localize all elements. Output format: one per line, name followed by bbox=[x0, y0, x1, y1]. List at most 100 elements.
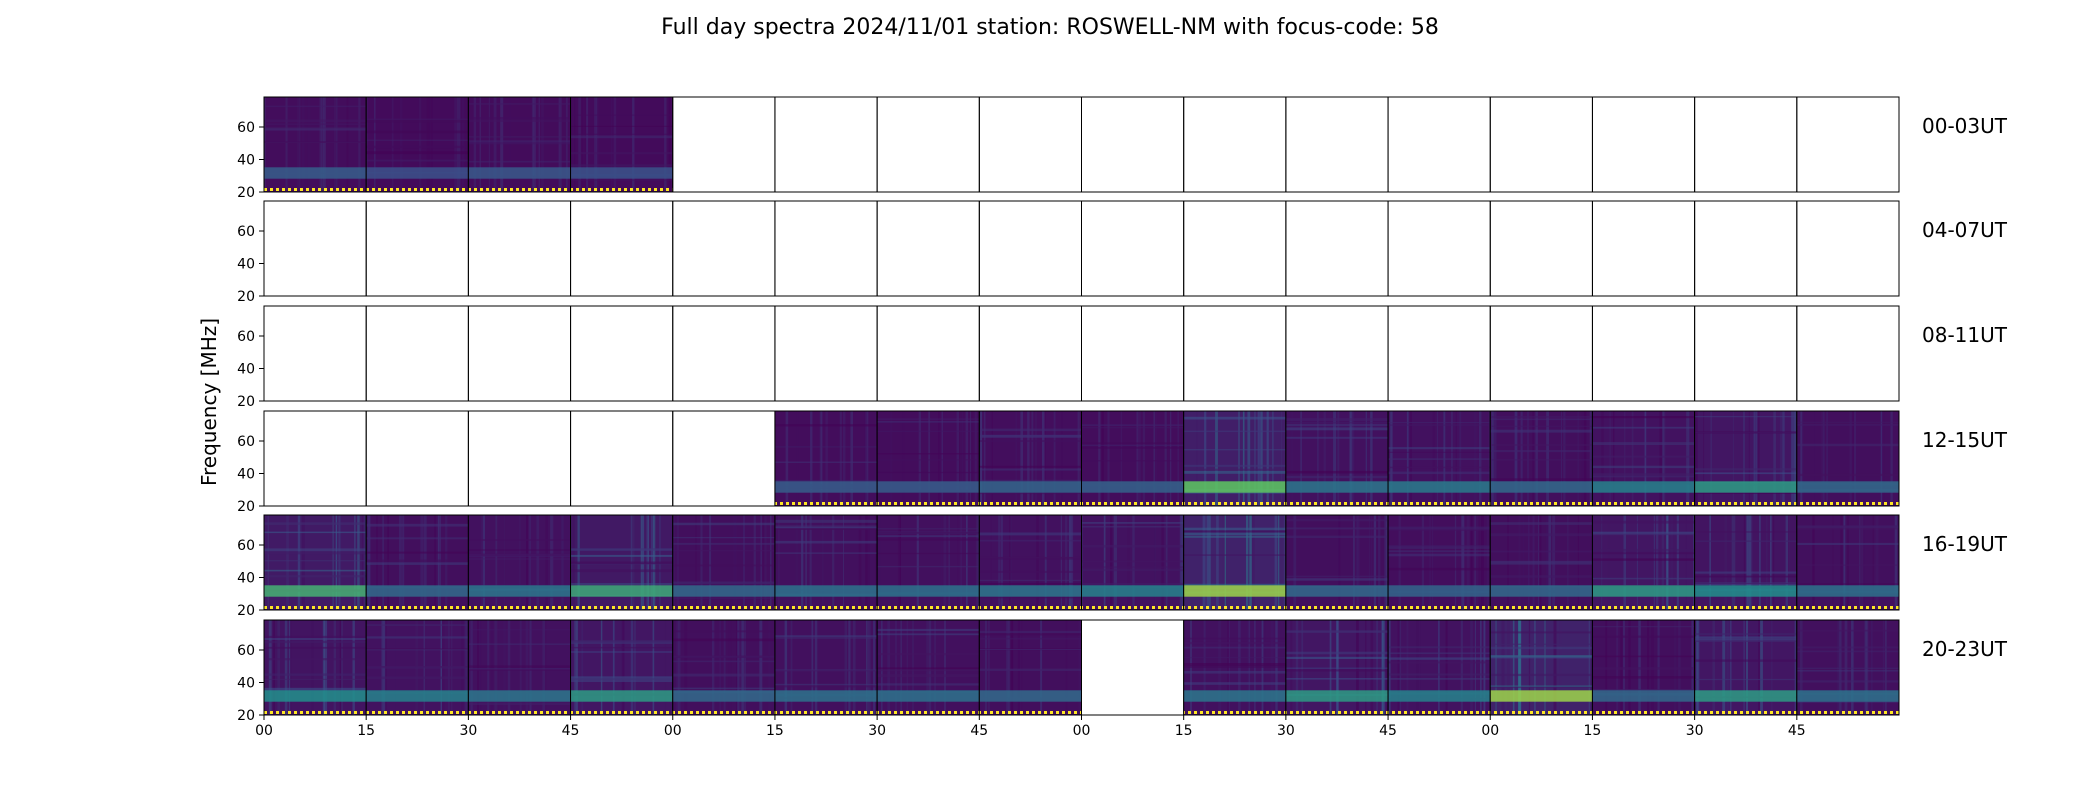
spectrogram-band bbox=[672, 550, 775, 552]
spectrogram-panel bbox=[978, 305, 1082, 402]
spectrogram-streak bbox=[1732, 515, 1736, 610]
spectrogram-streak bbox=[1204, 411, 1207, 506]
spectrogram-streak bbox=[1101, 411, 1104, 506]
spectrogram-band bbox=[1081, 460, 1184, 462]
spectrogram-strong-band bbox=[877, 585, 980, 597]
spectrogram-streak bbox=[286, 515, 289, 610]
spectrogram-panel bbox=[1694, 410, 1798, 507]
spectrogram-streak bbox=[584, 97, 587, 192]
spectrogram-streak bbox=[1709, 515, 1711, 610]
spectrogram-band bbox=[366, 159, 469, 162]
spectrogram-band bbox=[468, 700, 571, 703]
spectrogram-panel bbox=[876, 200, 980, 297]
spectrogram-band bbox=[1285, 578, 1389, 581]
spectrogram-streak bbox=[531, 97, 534, 192]
spectrogram-streak bbox=[957, 515, 959, 610]
spectrogram-streak bbox=[578, 97, 581, 192]
spectrogram-streak bbox=[268, 620, 272, 715]
spectrogram-panel bbox=[774, 410, 878, 507]
spectrogram-streak bbox=[1438, 620, 1440, 715]
spectrogram-strong-band bbox=[877, 481, 980, 493]
spectrogram-band bbox=[979, 557, 1082, 560]
spectrogram-band bbox=[570, 549, 673, 551]
spectrogram-panel bbox=[978, 619, 1082, 716]
spectrogram-streak bbox=[1474, 620, 1476, 715]
spectrogram-streak bbox=[1416, 620, 1419, 715]
spectrogram-band bbox=[264, 687, 367, 691]
spectrogram-streak bbox=[483, 515, 485, 610]
spectrogram-streak bbox=[1120, 411, 1123, 506]
spectrogram-band bbox=[1592, 465, 1695, 469]
spectrogram-streak bbox=[1460, 620, 1463, 715]
spectrogram-streak bbox=[902, 411, 905, 506]
spectrogram-band bbox=[1694, 633, 1797, 635]
spectrogram-streak bbox=[770, 515, 772, 610]
spectrogram-streak bbox=[1206, 515, 1209, 610]
spectrogram-band bbox=[366, 636, 469, 639]
spectrogram-streak bbox=[561, 515, 564, 610]
spectrogram-streak bbox=[1743, 411, 1745, 506]
spectrogram-band bbox=[1388, 466, 1491, 469]
spectrogram-band bbox=[1285, 630, 1389, 633]
spectrogram-panel bbox=[1285, 96, 1389, 193]
spectrogram-band bbox=[1388, 545, 1491, 547]
y-tick-label: 40 bbox=[237, 153, 255, 169]
spectrogram-streak bbox=[1376, 620, 1378, 715]
spectrogram-streak bbox=[594, 97, 597, 192]
spectrogram-streak bbox=[1295, 620, 1299, 715]
spectrogram-strong-band bbox=[672, 690, 775, 702]
spectra-row: 20 40 60 16-19UT bbox=[237, 514, 2008, 619]
spectrogram-strong-band bbox=[264, 690, 367, 702]
spectrogram-band bbox=[1490, 418, 1593, 421]
spectrogram-strong-band bbox=[1592, 481, 1695, 493]
row-time-label: 08-11UT bbox=[1922, 323, 2008, 347]
spectrogram-band bbox=[1183, 530, 1286, 533]
spectrogram-streak bbox=[760, 515, 762, 610]
spectrogram-streak bbox=[1581, 411, 1584, 506]
spectrogram-band bbox=[1388, 422, 1491, 424]
spectrogram-panel bbox=[365, 305, 469, 402]
spectrogram-streak bbox=[633, 620, 636, 715]
spectrogram-streak bbox=[1478, 515, 1481, 610]
spectrogram-band bbox=[366, 676, 469, 680]
panel-frame bbox=[570, 410, 674, 507]
spectrogram-strong-band bbox=[1183, 481, 1286, 493]
spectrogram-band bbox=[1081, 560, 1184, 563]
spectrogram-streak bbox=[1388, 620, 1391, 715]
marker-strip bbox=[1592, 711, 1695, 714]
spectrogram-streak bbox=[1588, 620, 1590, 715]
spectrogram-streak bbox=[321, 97, 324, 192]
marker-strip bbox=[366, 606, 469, 609]
spectrogram-band bbox=[1490, 643, 1593, 645]
spectrogram-panel bbox=[1081, 514, 1185, 611]
spectrogram-band bbox=[1694, 582, 1797, 584]
spectrogram-panel bbox=[1694, 96, 1798, 193]
spectrogram-band bbox=[570, 646, 673, 649]
spectrogram-panel bbox=[1285, 200, 1389, 297]
spectrogram-band bbox=[264, 575, 367, 578]
spectrogram-panel bbox=[1183, 619, 1287, 716]
spectrogram-streak bbox=[559, 97, 561, 192]
spectrogram-band bbox=[1490, 450, 1593, 453]
spectrogram-streak bbox=[874, 411, 876, 506]
spectrogram-streak bbox=[1283, 515, 1286, 610]
spectrogram-band bbox=[774, 540, 878, 544]
x-tick-label: 30 bbox=[1277, 723, 1295, 739]
spectrogram-streak bbox=[865, 515, 868, 610]
spectrogram-band bbox=[468, 142, 571, 145]
spectrogram-panel bbox=[1081, 200, 1185, 297]
spectrogram-streak bbox=[1518, 620, 1521, 715]
spectrogram-streak bbox=[1656, 515, 1659, 610]
spectrogram-streak bbox=[1107, 411, 1110, 506]
spectrogram-strong-band bbox=[1285, 481, 1389, 493]
spectrogram-band bbox=[1081, 442, 1184, 445]
spectrogram-band bbox=[570, 135, 673, 139]
spectrogram-band bbox=[1183, 464, 1286, 467]
spectrogram-streak bbox=[719, 620, 721, 715]
spectrogram-band bbox=[468, 596, 571, 598]
spectrogram-streak bbox=[273, 620, 275, 715]
spectrogram-band bbox=[570, 179, 673, 181]
spectrogram-streak bbox=[1249, 515, 1252, 610]
spectrogram-streak bbox=[939, 411, 942, 506]
marker-strip bbox=[1796, 502, 1899, 505]
